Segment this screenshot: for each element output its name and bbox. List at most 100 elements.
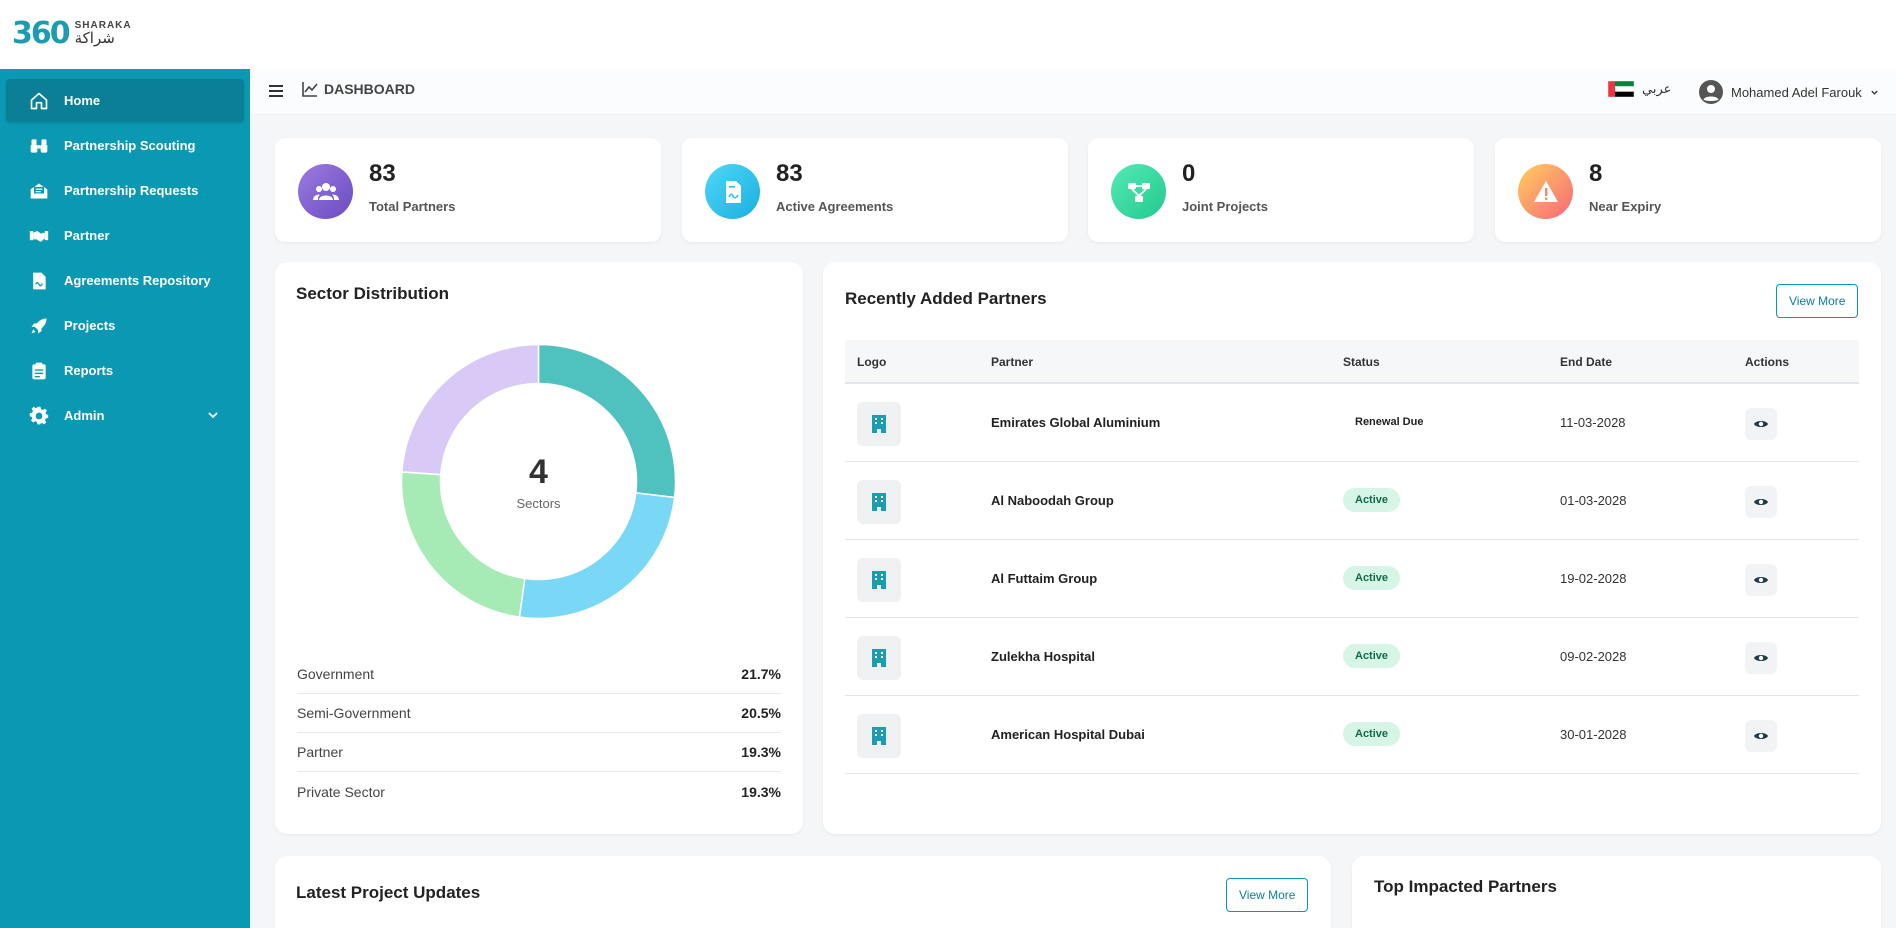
sidebar-item-agreements-repository[interactable]: Agreements Repository	[6, 259, 244, 302]
table-row[interactable]: Emirates Global Aluminium Renewal Due 11…	[845, 384, 1859, 462]
legend-value: 19.3%	[741, 783, 781, 800]
view-partner-button[interactable]	[1745, 564, 1777, 596]
user-menu[interactable]: Mohamed Adel Farouk	[1699, 80, 1879, 104]
view-partner-button[interactable]	[1745, 408, 1777, 440]
legend-name: Government	[297, 666, 375, 682]
legend-value: 19.3%	[741, 744, 781, 760]
warning-icon	[1518, 164, 1573, 219]
sidebar-item-label: Home	[64, 93, 101, 108]
chevron-down-icon	[1871, 90, 1878, 95]
app-logo[interactable]: 360 SHARAKA شراكة	[12, 16, 132, 51]
column-header: End Date	[1560, 355, 1613, 369]
legend-name: Partner	[297, 744, 343, 760]
mail-open-icon	[28, 180, 50, 202]
users-icon	[298, 164, 353, 219]
donut-slice-private-sector[interactable]	[401, 343, 540, 476]
recent-partners-panel: Recently Added Partners View More Logo P…	[823, 262, 1881, 834]
sidebar-item-partnership-requests[interactable]: Partnership Requests	[6, 169, 244, 212]
partner-name: Al Naboodah Group	[991, 493, 1114, 508]
stat-card-joint-projects: 0 Joint Projects	[1088, 138, 1474, 242]
language-switcher[interactable]: عربي	[1607, 80, 1672, 98]
sector-count-label: Sectors	[516, 495, 561, 511]
column-header: Actions	[1745, 355, 1790, 369]
stat-value: 0	[1182, 160, 1196, 187]
latest-project-updates-panel: Latest Project Updates View More	[275, 856, 1331, 928]
sidebar-item-label: Projects	[64, 318, 116, 333]
eye-icon	[1754, 733, 1768, 739]
stat-value: 8	[1589, 160, 1603, 187]
end-date: 09-02-2028	[1560, 649, 1627, 664]
top-impacted-partners-panel: Top Impacted Partners	[1352, 856, 1881, 928]
sidebar-item-label: Agreements Repository	[64, 273, 211, 288]
legend-row: Partner 19.3%	[297, 733, 781, 772]
panel-title: Latest Project Updates	[296, 883, 481, 902]
view-partner-button[interactable]	[1745, 486, 1777, 518]
building-icon	[857, 636, 901, 680]
sidebar-item-label: Partner	[64, 228, 110, 243]
legend-name: Private Sector	[297, 783, 385, 800]
legend-name: Semi-Government	[297, 705, 411, 721]
sector-donut-chart: 4 Sectors	[400, 343, 677, 620]
partner-name: American Hospital Dubai	[991, 727, 1145, 742]
table-row[interactable]: Al Futtaim Group Active 19-02-2028	[845, 540, 1859, 618]
stat-card-active-agreements: 83 Active Agreements	[682, 138, 1068, 242]
eye-icon	[1754, 421, 1768, 427]
sidebar-item-label: Partnership Requests	[64, 183, 199, 198]
uae-flag-icon	[1607, 80, 1635, 98]
stat-label: Near Expiry	[1589, 199, 1662, 214]
sidebar-item-label: Partnership Scouting	[64, 138, 196, 153]
donut-svg	[400, 343, 677, 620]
clipboard-icon	[28, 360, 50, 382]
end-date: 30-01-2028	[1560, 727, 1627, 742]
stat-label: Joint Projects	[1182, 199, 1268, 214]
network-icon	[1111, 164, 1166, 219]
status-badge: Active	[1343, 566, 1401, 590]
view-more-button[interactable]: View More	[1776, 284, 1859, 318]
agreement-doc-icon	[705, 164, 760, 219]
stat-label: Total Partners	[369, 199, 456, 214]
legend-value: 21.7%	[741, 666, 781, 682]
status-badge: Active	[1343, 644, 1401, 668]
home-icon	[28, 90, 50, 112]
status-badge: Active	[1343, 722, 1401, 746]
hamburger-menu-icon[interactable]	[268, 83, 284, 99]
legend-row: Private Sector 19.3%	[297, 772, 781, 811]
table-header: Logo Partner Status End Date Actions	[845, 340, 1859, 384]
table-row[interactable]: Al Naboodah Group Active 01-03-2028	[845, 462, 1859, 540]
sidebar-item-partnership-scouting[interactable]: Partnership Scouting	[6, 124, 244, 167]
building-icon	[857, 402, 901, 446]
view-partner-button[interactable]	[1745, 720, 1777, 752]
sidebar-item-admin[interactable]: Admin	[6, 394, 244, 437]
column-header: Logo	[857, 355, 887, 369]
table-row[interactable]: American Hospital Dubai Active 30-01-202…	[845, 696, 1859, 774]
legend-row: Government 21.7%	[297, 655, 781, 694]
table-row[interactable]: Zulekha Hospital Active 09-02-2028	[845, 618, 1859, 696]
end-date: 11-03-2028	[1560, 415, 1626, 430]
view-partner-button[interactable]	[1745, 642, 1777, 674]
stat-value: 83	[776, 160, 803, 187]
stat-label: Active Agreements	[776, 199, 894, 214]
header-bar: DASHBOARD عربي Mohamed Adel Farouk	[250, 69, 1896, 115]
stat-value: 83	[369, 160, 396, 187]
sidebar-item-projects[interactable]: Projects	[6, 304, 244, 347]
panel-title: Sector Distribution	[296, 284, 450, 303]
sidebar-item-reports[interactable]: Reports	[6, 349, 244, 392]
line-chart-icon	[302, 82, 318, 97]
building-icon	[857, 480, 901, 524]
sidebar-item-home[interactable]: Home	[6, 79, 244, 122]
eye-icon	[1754, 499, 1768, 505]
view-more-button[interactable]: View More	[1226, 878, 1309, 912]
stat-card-total-partners: 83 Total Partners	[275, 138, 661, 242]
chevron-down-icon	[208, 412, 218, 419]
sidebar: Home Partnership Scouting Partnership Re…	[0, 69, 250, 928]
legend-row: Semi-Government 20.5%	[297, 694, 781, 733]
logo-english: SHARAKA	[74, 20, 132, 31]
sidebar-item-label: Admin	[64, 408, 105, 423]
language-label: عربي	[1642, 81, 1672, 96]
partner-name: Emirates Global Aluminium	[991, 415, 1161, 430]
document-icon	[28, 270, 50, 292]
sidebar-item-partner[interactable]: Partner	[6, 214, 244, 257]
column-header: Status	[1343, 355, 1380, 369]
partner-name: Al Futtaim Group	[991, 571, 1098, 586]
logo-arabic: شراكة	[74, 30, 115, 47]
